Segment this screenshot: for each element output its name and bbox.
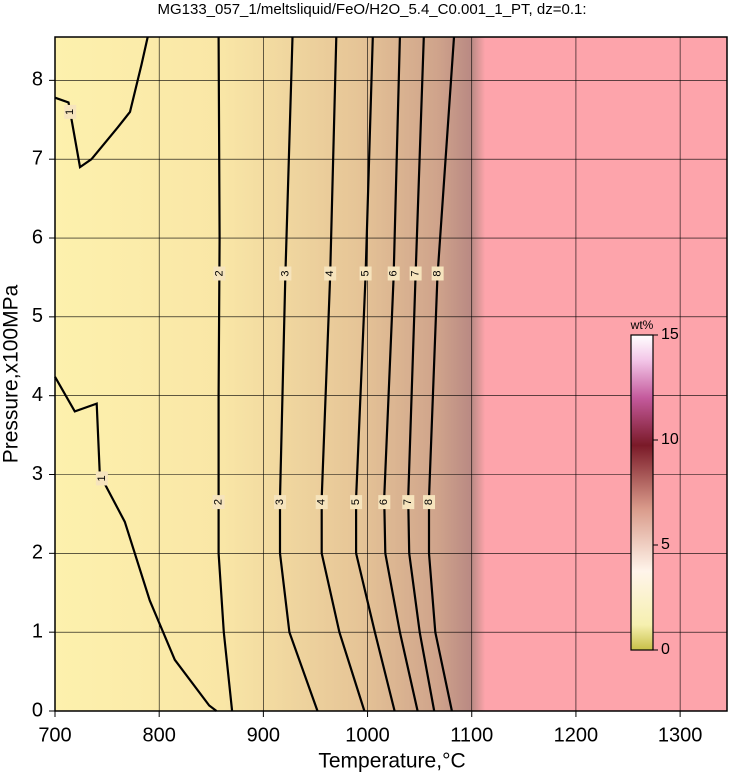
y-tick-label: 0 [32, 699, 43, 721]
contour-label: 5 [350, 499, 362, 505]
contour-label: 2 [212, 499, 224, 505]
x-tick-label: 1200 [554, 724, 599, 746]
colorbar-tick-label: 0 [661, 641, 670, 658]
colorbar-tick-label: 5 [661, 536, 670, 553]
contour-label-bg [409, 266, 422, 281]
contour-label: 5 [360, 270, 372, 276]
contour-label-bg [387, 266, 400, 281]
contour-label: 8 [432, 270, 444, 276]
contour-line [383, 36, 419, 712]
contour-label-bg [64, 104, 77, 119]
contour-label-bg [431, 266, 444, 281]
x-axis-label: Temperature,°C [318, 750, 465, 773]
contour-label-bg [95, 471, 108, 486]
contour-label: 1 [96, 475, 108, 481]
contour-line [278, 36, 319, 712]
contour-label-bg [324, 266, 337, 281]
plot-frame [54, 36, 728, 712]
y-tick-label: 7 [32, 147, 43, 169]
contour-label-bg [359, 266, 372, 281]
contour-label: 4 [316, 499, 328, 505]
contour-label: 7 [402, 499, 414, 505]
y-axis-label: Pressure,x100MPa [0, 284, 23, 463]
y-tick-label: 4 [32, 384, 43, 406]
x-tick-label: 1100 [450, 724, 493, 746]
contour-label-bg [315, 495, 328, 510]
contour-label: 3 [279, 270, 291, 276]
contour-line [54, 376, 218, 712]
x-tick-label: 700 [38, 724, 71, 746]
x-tick-label: 800 [142, 724, 175, 746]
contour-label: 7 [410, 270, 422, 276]
contour-label: 1 [64, 109, 76, 115]
contour-line [320, 36, 366, 712]
contour-label: 3 [274, 499, 286, 505]
contour-line [427, 36, 456, 712]
contour-line [407, 36, 436, 712]
x-tick-label: 1300 [658, 724, 703, 746]
y-tick-label: 8 [32, 69, 43, 91]
colorbar-tick-label: 10 [661, 431, 679, 448]
contour-label-bg [402, 495, 415, 510]
y-tick-label: 6 [32, 226, 43, 248]
colorbar-label: wt% [630, 318, 654, 332]
colorbar [630, 334, 654, 651]
contour-label-bg [279, 266, 292, 281]
contour-label-bg [213, 266, 226, 281]
y-tick-label: 2 [32, 542, 43, 564]
contour-line [355, 36, 396, 712]
contour-label-bg [212, 495, 225, 510]
contour-label: 6 [378, 499, 390, 505]
x-tick-label: 900 [247, 724, 280, 746]
contour-label: 8 [423, 499, 435, 505]
y-tick-label: 5 [32, 305, 43, 327]
contour-line [217, 36, 234, 712]
contour-label: 4 [324, 270, 336, 276]
contour-label-bg [350, 495, 363, 510]
contour-label: 6 [388, 270, 400, 276]
contour-label-bg [378, 495, 391, 510]
y-tick-label: 1 [32, 620, 43, 642]
colorbar-tick-label: 15 [661, 326, 679, 343]
plot-background [55, 37, 727, 711]
chart-title: MG133_057_1/meltsliquid/FeO/H2O_5.4_C0.0… [157, 1, 586, 18]
contour-label: 2 [213, 270, 225, 276]
y-tick-label: 3 [32, 463, 43, 485]
x-tick-label: 1000 [345, 724, 390, 746]
contour-label-bg [274, 495, 287, 510]
contour-label-bg [423, 495, 436, 510]
